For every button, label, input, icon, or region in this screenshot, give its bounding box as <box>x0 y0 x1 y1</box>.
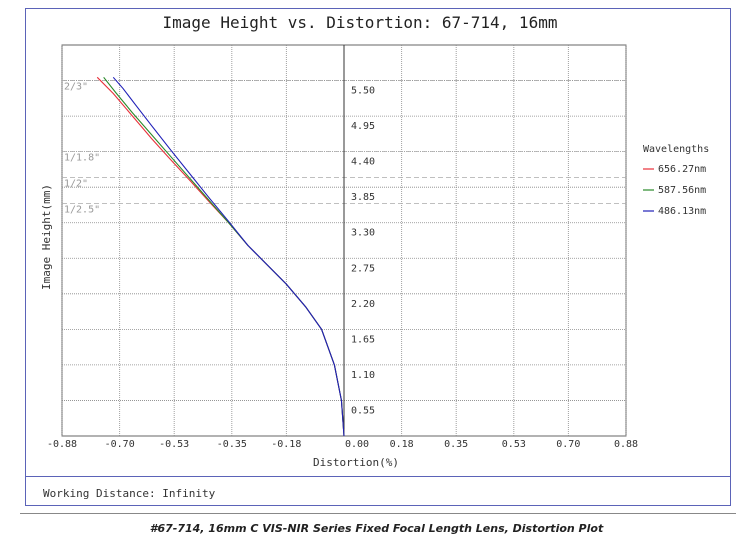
legend-entry: 587.56nm <box>658 185 706 196</box>
series-line <box>96 76 345 437</box>
y-tick-label: 2.20 <box>351 299 375 310</box>
y-tick-label: 5.50 <box>351 86 375 97</box>
series-lines <box>96 76 345 437</box>
y-tick-label: 1.65 <box>351 334 375 345</box>
x-tick-label: 0.18 <box>390 439 414 450</box>
y-axis-label: Image Height(mm) <box>40 184 53 290</box>
x-tick-label: 0.00 <box>345 439 369 450</box>
y-tick-label: 4.40 <box>351 157 375 168</box>
footer-divider <box>25 476 731 477</box>
sensor-label: 1/2.5" <box>64 204 100 215</box>
series-line <box>112 76 345 437</box>
y-tick-labels: 0.55 1.10 1.65 2.20 2.75 3.30 3.85 4.40 4.95 5.50 <box>351 86 375 417</box>
working-distance-label: Working Distance: Infinity <box>43 487 216 500</box>
x-tick-label: -0.18 <box>271 439 301 450</box>
y-tick-label: 1.10 <box>351 370 375 381</box>
series-line <box>103 76 345 437</box>
legend-title: Wavelengths <box>643 144 709 155</box>
x-tick-label: 0.53 <box>502 439 526 450</box>
x-tick-label: 0.88 <box>614 439 638 450</box>
sensor-label: 1/2" <box>64 178 88 189</box>
x-tick-label: -0.35 <box>217 439 247 450</box>
x-tick-labels: -0.88 -0.70 -0.53 -0.35 -0.18 0.00 0.18 0.35 0.5… <box>47 439 638 450</box>
y-tick-label: 0.55 <box>351 405 375 416</box>
sensor-label: 1/1.8" <box>64 153 100 164</box>
x-tick-label: -0.53 <box>159 439 189 450</box>
legend-entry: 656.27nm <box>658 164 706 175</box>
legend: Wavelengths 656.27nm 587.56nm 486.13nm <box>643 144 709 217</box>
sensor-label: 2/3" <box>64 82 88 93</box>
figure-caption: #67-714, 16mm C VIS-NIR Series Fixed Foc… <box>149 522 604 535</box>
x-tick-label: 0.70 <box>556 439 580 450</box>
y-tick-label: 4.95 <box>351 121 375 132</box>
x-tick-label: 0.35 <box>444 439 468 450</box>
y-tick-label: 2.75 <box>351 263 375 274</box>
caption-rule <box>20 513 736 514</box>
chart-frame <box>25 8 731 506</box>
legend-entry: 486.13nm <box>658 206 706 217</box>
y-tick-label: 3.30 <box>351 228 375 239</box>
x-tick-label: -0.88 <box>47 439 77 450</box>
x-axis-label: Distortion(%) <box>313 456 399 469</box>
chart-title: Image Height vs. Distortion: 67-714, 16m… <box>163 13 558 32</box>
y-tick-label: 3.85 <box>351 192 375 203</box>
x-tick-label: -0.70 <box>105 439 135 450</box>
